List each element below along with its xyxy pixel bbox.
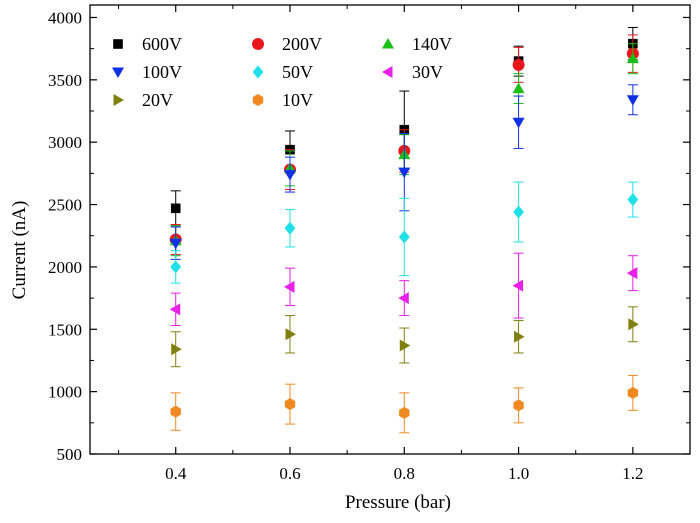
x-tick-label: 0.6 xyxy=(279,464,300,483)
legend-label: 140V xyxy=(412,34,452,54)
legend-marker xyxy=(113,94,124,106)
data-point xyxy=(513,205,524,219)
legend-marker xyxy=(113,39,123,49)
x-tick-label: 1.0 xyxy=(508,464,529,483)
plot-area xyxy=(169,26,639,434)
data-point xyxy=(284,280,295,293)
data-point xyxy=(398,230,410,244)
legend-item-200v: 200V xyxy=(252,34,322,54)
data-point xyxy=(627,386,639,399)
x-tick-label: 0.8 xyxy=(394,464,415,483)
data-point xyxy=(285,328,296,341)
data-point xyxy=(169,238,182,250)
legend-item-10v: 10V xyxy=(252,90,313,110)
y-tick-label: 1500 xyxy=(48,320,82,339)
y-tick-label: 3000 xyxy=(48,133,82,152)
series-10v xyxy=(170,374,639,434)
data-point xyxy=(514,330,525,343)
data-point xyxy=(512,82,525,94)
data-point xyxy=(512,58,525,71)
y-tick-label: 1000 xyxy=(48,383,82,402)
data-point xyxy=(399,339,411,352)
data-point xyxy=(284,170,296,181)
data-point xyxy=(513,399,524,412)
legend-label: 20V xyxy=(142,90,173,110)
legend-marker xyxy=(252,38,264,50)
legend: 600V 200V 140V 100V 50V 30V 20V 10V xyxy=(112,34,452,110)
data-point xyxy=(626,52,639,64)
axis-ticks: 0.4 0.6 0.8 1.0 1.2 500 1000 1500 2000 2500 3000 35… xyxy=(48,4,691,483)
data-point xyxy=(512,279,524,292)
legend-item-30v: 30V xyxy=(382,62,443,82)
legend-item-20v: 20V xyxy=(113,90,173,110)
y-tick-label: 2500 xyxy=(48,196,82,215)
legend-label: 600V xyxy=(142,34,182,54)
data-point xyxy=(628,318,639,331)
plot-frame xyxy=(89,4,691,455)
x-tick-label: 1.2 xyxy=(622,464,643,483)
data-point xyxy=(626,267,638,280)
data-point xyxy=(170,260,182,274)
data-point xyxy=(626,95,639,106)
data-point xyxy=(398,292,409,305)
legend-item-140v: 140V xyxy=(382,34,452,54)
x-tick-label: 0.4 xyxy=(165,464,187,483)
data-point xyxy=(170,203,181,214)
legend-item-100v: 100V xyxy=(112,62,182,82)
data-point xyxy=(171,343,182,356)
data-point xyxy=(512,117,525,129)
series-100v xyxy=(169,84,639,260)
data-point xyxy=(284,221,296,235)
x-axis-label: Pressure (bar) xyxy=(345,492,451,513)
legend-marker xyxy=(252,65,264,79)
series-50v xyxy=(170,181,639,284)
legend-item-600v: 600V xyxy=(113,34,182,54)
legend-label: 30V xyxy=(412,62,443,82)
data-point xyxy=(627,192,639,207)
series-30v xyxy=(169,252,638,327)
legend-marker xyxy=(382,38,394,49)
legend-marker xyxy=(382,66,393,78)
legend-label: 50V xyxy=(282,62,313,82)
legend-item-50v: 50V xyxy=(252,62,313,82)
legend-label: 200V xyxy=(282,34,322,54)
data-point xyxy=(284,398,296,411)
series-20v xyxy=(170,306,639,368)
data-point xyxy=(169,303,181,316)
y-tick-label: 3500 xyxy=(48,71,82,90)
data-point xyxy=(170,405,181,418)
y-tick-label: 2000 xyxy=(48,258,82,277)
data-point xyxy=(399,406,410,419)
y-tick-label: 500 xyxy=(57,445,83,464)
legend-marker xyxy=(252,94,264,106)
legend-label: 10V xyxy=(282,90,313,110)
y-tick-label: 4000 xyxy=(48,8,82,27)
y-axis-label: Current (nA) xyxy=(9,201,30,300)
legend-label: 100V xyxy=(142,62,182,82)
data-point xyxy=(398,167,411,179)
legend-marker xyxy=(112,67,124,78)
